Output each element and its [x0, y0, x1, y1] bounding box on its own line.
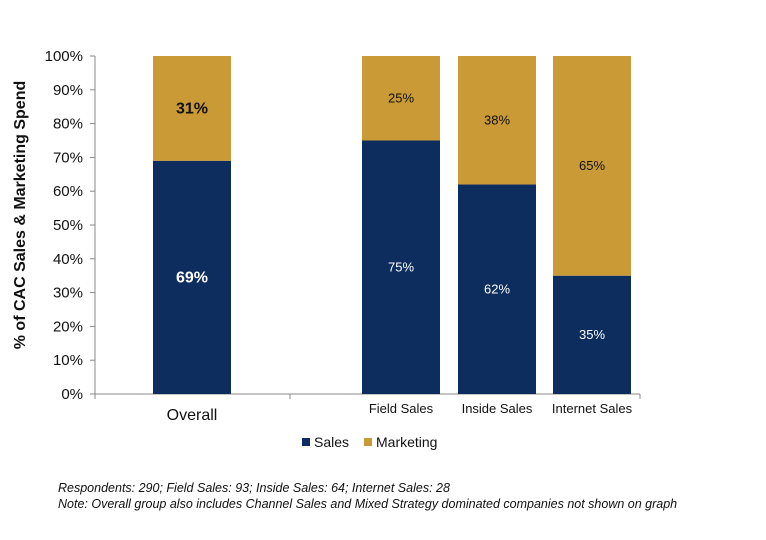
bar-sales-field-sales: [362, 140, 440, 394]
y-tick-label: 80%: [53, 116, 83, 133]
y-tick-label: 0%: [61, 386, 83, 403]
legend-swatch: [302, 438, 310, 446]
bar-sales-inside-sales: [458, 184, 536, 394]
category-label: Internet Sales: [552, 401, 633, 416]
y-tick-label: 100%: [45, 48, 83, 65]
legend-swatch: [364, 438, 372, 446]
data-label: 62%: [484, 282, 510, 297]
y-tick-label: 10%: [53, 352, 83, 369]
y-axis-label: % of CAC Sales & Marketing Spend: [12, 81, 29, 350]
y-tick-label: 90%: [53, 82, 83, 99]
legend: Sales Marketing: [302, 434, 437, 450]
bar-marketing-overall: [153, 56, 231, 161]
bar-marketing-inside-sales: [458, 56, 536, 185]
chart-notes: Respondents: 290; Field Sales: 93; Insid…: [58, 480, 758, 512]
data-label: 65%: [579, 158, 605, 173]
category-label: Overall: [167, 407, 218, 424]
category-label: Inside Sales: [462, 401, 533, 416]
y-tick-label: 60%: [53, 183, 83, 200]
category-label: Field Sales: [369, 401, 434, 416]
data-label: 75%: [388, 260, 414, 275]
y-tick-label: 20%: [53, 318, 83, 335]
axes: 0% 10% 20% 30% 40% 50% 60% 70% 80% 90% 100%: [45, 48, 641, 403]
overall-group-note: Note: Overall group also includes Channe…: [58, 497, 678, 511]
data-label: 69%: [176, 270, 208, 287]
bar-marketing-internet-sales: [553, 56, 631, 276]
y-tick-label: 50%: [53, 217, 83, 234]
y-tick-label: 40%: [53, 251, 83, 268]
y-tick-label: 70%: [53, 149, 83, 166]
legend-label: Marketing: [376, 434, 437, 450]
y-tick-label: 30%: [53, 285, 83, 302]
respondents-note: Respondents: 290; Field Sales: 93; Insid…: [58, 481, 450, 495]
bar-marketing-field-sales: [362, 56, 440, 141]
bar-sales-overall: [153, 160, 231, 394]
data-label: 38%: [484, 113, 510, 128]
data-label: 31%: [176, 101, 208, 118]
bars: 69% 31% Overall 75% 25% Field Sales 62% 38% Insi…: [153, 56, 633, 424]
legend-label: Sales: [314, 434, 349, 450]
bar-sales-internet-sales: [553, 275, 631, 394]
data-label: 25%: [388, 91, 414, 106]
data-label: 35%: [579, 327, 605, 342]
